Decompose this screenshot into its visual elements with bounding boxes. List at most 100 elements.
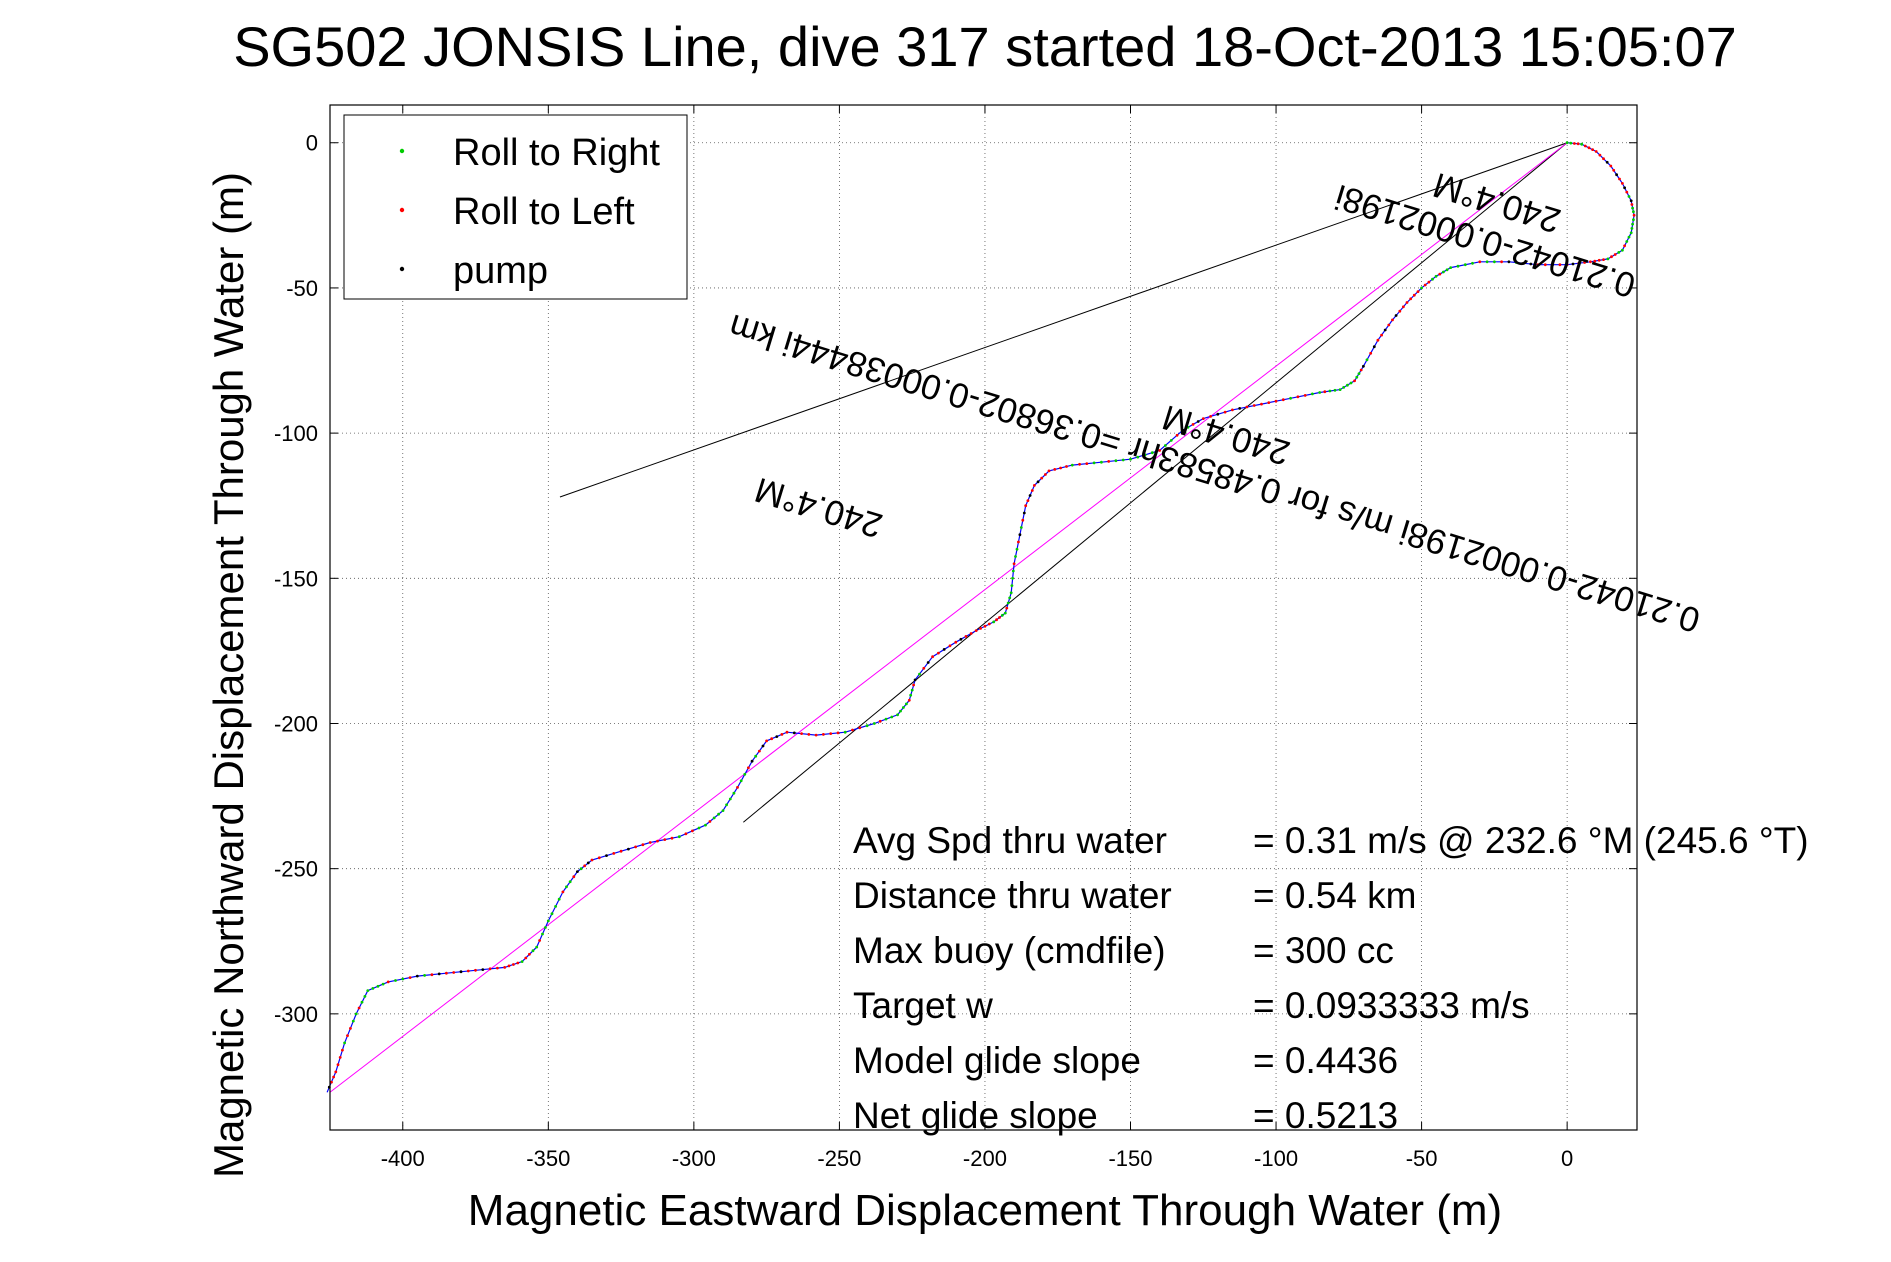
track-marker xyxy=(1623,186,1626,190)
track-marker xyxy=(865,724,869,728)
track-marker xyxy=(1021,518,1025,522)
y-tick-label: -150 xyxy=(274,566,318,591)
track-marker xyxy=(1323,390,1327,394)
track-marker xyxy=(1164,444,1167,447)
track-marker xyxy=(1627,235,1631,239)
track-marker xyxy=(354,1012,358,1016)
track-marker xyxy=(332,1075,335,1079)
track-marker xyxy=(1012,562,1016,566)
track-marker xyxy=(474,968,477,972)
track-marker xyxy=(1372,345,1376,349)
track-marker xyxy=(546,919,550,923)
track-marker xyxy=(1529,262,1533,266)
track-marker xyxy=(634,845,637,849)
envelope-line xyxy=(743,142,1568,823)
x-tick-label: -100 xyxy=(1254,1146,1298,1171)
x-tick-label: -150 xyxy=(1108,1146,1152,1171)
track-marker xyxy=(1631,222,1634,226)
track-marker xyxy=(1606,257,1610,261)
track-marker xyxy=(1028,494,1032,497)
track-marker xyxy=(1613,253,1617,256)
track-marker xyxy=(503,966,507,969)
track-marker xyxy=(1085,462,1089,465)
track-marker xyxy=(1369,351,1373,355)
track-marker xyxy=(922,666,926,670)
legend-label: pump xyxy=(453,250,548,292)
track-marker xyxy=(1456,264,1460,268)
track-marker xyxy=(896,713,899,717)
track-marker xyxy=(1245,405,1249,409)
track-marker xyxy=(1338,388,1342,391)
net-displacement-line xyxy=(329,142,1568,1093)
track-marker xyxy=(987,622,991,626)
track-marker xyxy=(488,967,492,971)
stat-label: Model glide slope xyxy=(853,1040,1141,1081)
track-marker xyxy=(1231,408,1234,412)
track-marker xyxy=(401,977,405,981)
track-marker xyxy=(528,952,531,956)
track-marker xyxy=(612,852,616,855)
track-marker xyxy=(452,971,456,974)
track-marker xyxy=(725,803,728,807)
track-marker xyxy=(1342,386,1346,389)
track-marker xyxy=(1209,415,1212,418)
track-marker xyxy=(338,1056,342,1059)
track-marker xyxy=(905,702,908,706)
track-marker xyxy=(1500,260,1503,264)
track-marker xyxy=(708,820,712,823)
track-marker xyxy=(330,1080,333,1084)
track-marker xyxy=(346,1034,349,1037)
track-marker xyxy=(557,897,561,901)
track-marker xyxy=(1580,142,1584,146)
track-marker xyxy=(376,984,380,988)
track-marker xyxy=(423,974,426,977)
track-marker xyxy=(1357,372,1361,375)
track-marker xyxy=(1346,383,1349,387)
track-marker xyxy=(1610,255,1613,259)
track-marker xyxy=(1618,177,1621,181)
grid xyxy=(330,105,1637,1130)
track-marker xyxy=(858,726,862,730)
stat-value: = 0.5213 xyxy=(1253,1095,1398,1136)
track-marker xyxy=(1597,258,1601,262)
track-marker xyxy=(974,629,978,632)
track-marker xyxy=(814,733,818,737)
track-marker xyxy=(732,791,736,795)
track-marker xyxy=(1318,391,1322,394)
track-marker xyxy=(1201,417,1205,420)
track-marker xyxy=(430,973,434,977)
track-marker xyxy=(1191,423,1195,426)
track-marker xyxy=(1631,206,1634,210)
track-marker xyxy=(1630,203,1634,206)
track-marker xyxy=(1136,455,1140,459)
track-marker xyxy=(1010,584,1014,587)
track-marker xyxy=(1420,286,1423,290)
track-marker xyxy=(1383,328,1387,332)
track-marker xyxy=(780,733,784,736)
track-marker xyxy=(1359,368,1363,372)
track-marker xyxy=(736,786,739,789)
track-marker xyxy=(1092,461,1096,465)
track-marker xyxy=(907,698,911,702)
track-marker xyxy=(948,644,952,648)
track-marker xyxy=(1143,453,1147,457)
legend-swatch xyxy=(399,266,405,272)
plot-frame xyxy=(329,104,1638,1131)
track-marker xyxy=(357,1006,361,1010)
track-marker xyxy=(750,759,754,763)
stat-value: = 0.31 m/s @ 232.6 °M (245.6 °T) xyxy=(1253,820,1809,861)
y-tick-label: -200 xyxy=(274,711,318,736)
track-marker xyxy=(1514,261,1518,264)
y-tick-label: -250 xyxy=(274,857,318,882)
track-marker xyxy=(363,995,367,998)
stat-value: = 0.54 km xyxy=(1253,875,1417,916)
stat-label: Distance thru water xyxy=(853,875,1172,916)
track-marker xyxy=(1577,261,1581,265)
stats-layer: Avg Spd thru water = 0.31 m/s @ 232.6 °M … xyxy=(853,820,1809,1136)
track-marker xyxy=(1463,263,1467,267)
track-marker xyxy=(761,744,765,748)
track-marker xyxy=(561,890,565,894)
track-marker xyxy=(1003,611,1007,615)
track-marker xyxy=(728,797,732,801)
track-marker xyxy=(466,969,470,973)
